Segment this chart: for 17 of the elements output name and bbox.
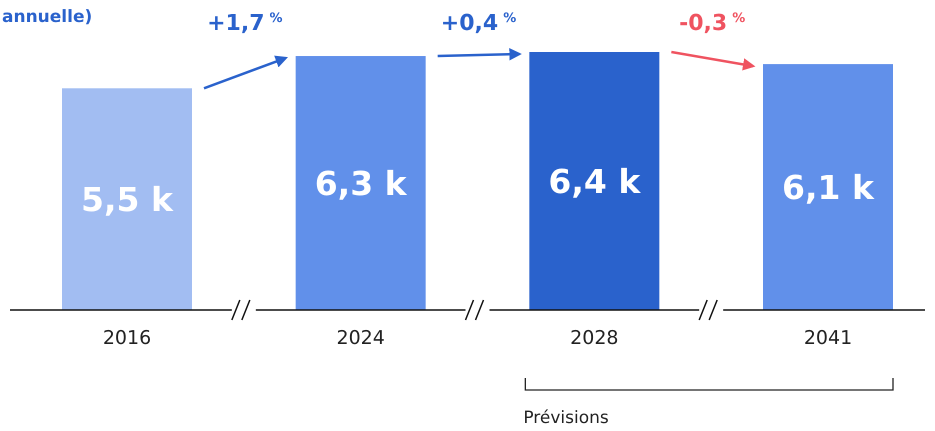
data-label: 6,4 k (548, 162, 642, 201)
x-tick-label: 2041 (804, 327, 852, 349)
data-label: 6,3 k (314, 164, 408, 204)
bar (296, 56, 426, 310)
bar (62, 88, 192, 310)
x-tick-label: 2024 (336, 327, 385, 349)
x-tick-label: 2016 (102, 327, 152, 349)
text: Prévisions (523, 408, 609, 428)
text: +1,7 $^{%}$ (207, 11, 283, 36)
x-tick-label: 2028 (570, 327, 619, 349)
bar (763, 64, 893, 310)
data-label: 6,1 k (782, 168, 875, 208)
text: -0,3 $^{%}$ (679, 11, 746, 36)
text: +0,4 $^{%}$ (440, 11, 516, 36)
data-label: 5,5 k (81, 180, 174, 220)
chart-title: annuelle) (2, 7, 92, 27)
bar (529, 52, 660, 310)
